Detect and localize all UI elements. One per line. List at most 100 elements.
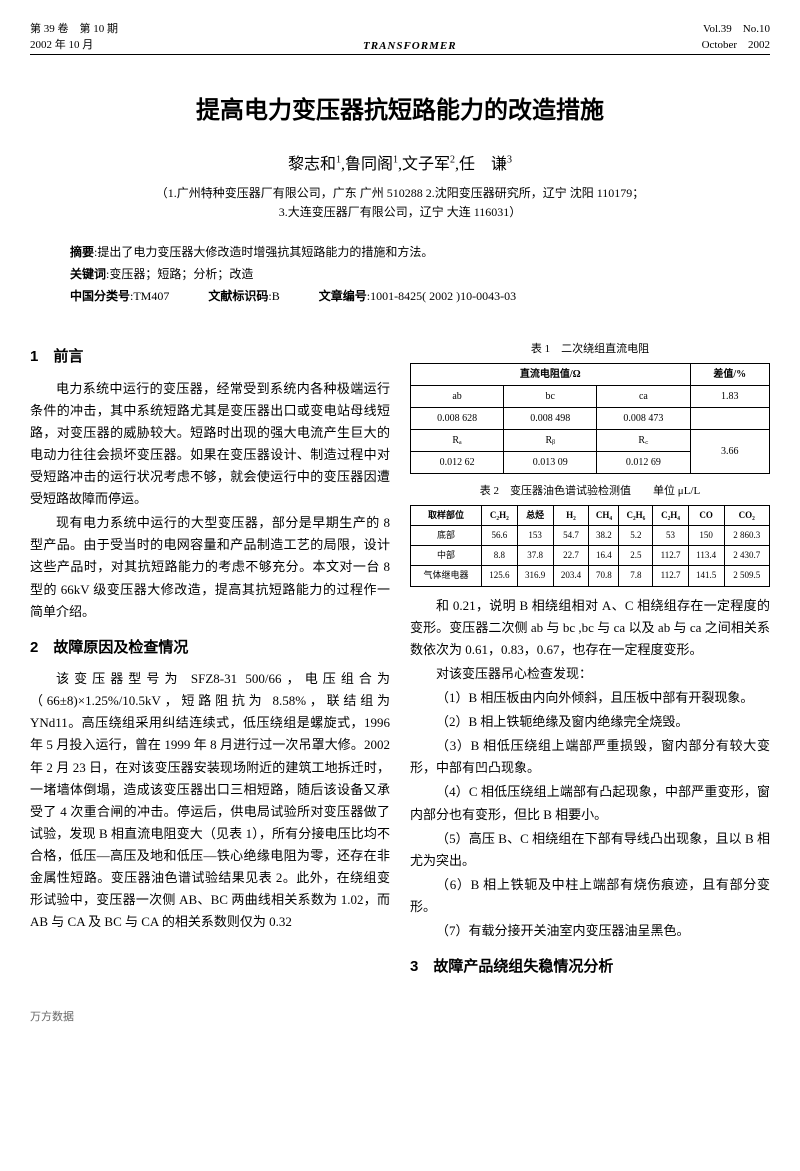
articleid-label: 文章编号 xyxy=(319,289,367,303)
table1-diff1: 1.83 xyxy=(690,385,769,407)
table1-col-bc: bc xyxy=(504,385,597,407)
month-en: October xyxy=(702,39,737,51)
class-text: :TM407 xyxy=(130,289,169,303)
table2-cell: 2 860.3 xyxy=(724,525,769,545)
doccode-text: :B xyxy=(268,289,279,303)
table2-cell: 16.4 xyxy=(589,546,619,566)
table2-header: H₂ xyxy=(553,505,589,525)
table-cell: R꜀ xyxy=(597,429,690,451)
table2-cell: 141.5 xyxy=(688,566,724,586)
table2-cell: 中部 xyxy=(411,546,482,566)
table2-cell: 底部 xyxy=(411,525,482,545)
affiliations: （1.广州特种变压器厂有限公司，广东 广州 510288 2.沈阳变压器研究所，… xyxy=(30,184,770,222)
volume-en: Vol.39 xyxy=(703,23,732,35)
table2-caption-text: 表 2 变压器油色谱试验检测值 xyxy=(480,485,631,497)
table2-cell: 37.8 xyxy=(517,546,553,566)
table2-cell: 112.7 xyxy=(653,546,688,566)
page-title: 提高电力变压器抗短路能力的改造措施 xyxy=(30,90,770,125)
keywords-label: 关键词 xyxy=(70,267,106,281)
table1-diff2: 3.66 xyxy=(690,429,769,473)
table2-cell: 22.7 xyxy=(553,546,589,566)
finding-6: （6）B 相上铁轭及中柱上端部有烧伤痕迹，且有部分变形。 xyxy=(410,874,770,918)
year-en: 2002 xyxy=(748,39,770,51)
finding-7: （7）有载分接开关油室内变压器油呈黑色。 xyxy=(410,920,770,942)
keywords-text: :变压器；短路；分析；改造 xyxy=(106,267,253,281)
issue-en: No.10 xyxy=(743,23,770,35)
table2-header: 总烃 xyxy=(517,505,553,525)
abstract-block: 摘要:提出了电力变压器大修改造时增强抗其短路能力的措施和方法。 关键词:变压器；… xyxy=(70,242,730,307)
table2-cell: 7.8 xyxy=(619,566,653,586)
table2-header: CO₂ xyxy=(724,505,769,525)
table1-col-ca: ca xyxy=(597,385,690,407)
table2-cell: 125.6 xyxy=(481,566,517,586)
header-right: Vol.39 No.10 October 2002 xyxy=(702,20,770,52)
table2-cell: 112.7 xyxy=(653,566,688,586)
table1: 直流电阻值/Ω 差值/% ab bc ca 1.83 0.008 628 0.0… xyxy=(410,363,770,474)
finding-1: （1）B 相压板由内向外倾斜，且压板中部有开裂现象。 xyxy=(410,687,770,709)
table2-cell: 2 509.5 xyxy=(724,566,769,586)
left-column: 1 前言 电力系统中运行的变压器，经常受到系统内各种极端运行条件的冲击，其中系统… xyxy=(30,332,390,987)
abstract-label: 摘要 xyxy=(70,245,94,259)
table-cell: Rₐ xyxy=(411,429,504,451)
authors: 黎志和1,鲁同阁1,文子军2,任 谦3 xyxy=(30,150,770,174)
table-cell: Rᵦ xyxy=(504,429,597,451)
table1-col-ab: ab xyxy=(411,385,504,407)
table2-cell: 2.5 xyxy=(619,546,653,566)
journal-name: TRANSFORMER xyxy=(118,40,702,52)
section1-p1: 电力系统中运行的变压器，经常受到系统内各种极端运行条件的冲击，其中系统短路尤其是… xyxy=(30,378,390,511)
table2-cell: 5.2 xyxy=(619,525,653,545)
table2-header: C₂H₆ xyxy=(619,505,653,525)
table2-cell: 316.9 xyxy=(517,566,553,586)
table2-cell: 气体继电器 xyxy=(411,566,482,586)
table2-cell: 70.8 xyxy=(589,566,619,586)
right-p2: 对该变压器吊心检查发现： xyxy=(410,663,770,685)
table2-cell: 53 xyxy=(653,525,688,545)
finding-4: （4）C 相低压绕组上端部有凸起现象，中部严重变形，窗内部分也有变形，但比 B … xyxy=(410,781,770,825)
table2-cell: 2 430.7 xyxy=(724,546,769,566)
table2-cell: 8.8 xyxy=(481,546,517,566)
date-cn: 2002 年 10 月 xyxy=(30,36,118,52)
doccode-label: 文献标识码 xyxy=(208,289,268,303)
table2-header: C₂H₂ xyxy=(481,505,517,525)
table-cell: 0.008 628 xyxy=(411,407,504,429)
section3-heading: 3 故障产品绕组失稳情况分析 xyxy=(410,954,770,980)
table1-caption: 表 1 二次绕组直流电阻 xyxy=(410,340,770,359)
footer-text: 万方数据 xyxy=(30,1008,770,1024)
table2-cell: 113.4 xyxy=(688,546,724,566)
table1-header1: 直流电阻值/Ω xyxy=(411,363,691,385)
table2-unit: 单位 μL/L xyxy=(653,485,700,497)
class-label: 中国分类号 xyxy=(70,289,130,303)
table2-cell: 150 xyxy=(688,525,724,545)
page-header: 第 39 卷 第 10 期 2002 年 10 月 TRANSFORMER Vo… xyxy=(30,20,770,55)
table-cell: 0.008 473 xyxy=(597,407,690,429)
table1-header2: 差值/% xyxy=(690,363,769,385)
section2-heading: 2 故障原因及检查情况 xyxy=(30,635,390,661)
table-cell: 0.012 62 xyxy=(411,451,504,473)
table2-header: 取样部位 xyxy=(411,505,482,525)
table2: 取样部位C₂H₂总烃H₂CH₄C₂H₆C₂H₄COCO₂ 底部56.615354… xyxy=(410,505,770,587)
table2-header: C₂H₄ xyxy=(653,505,688,525)
table2-cell: 56.6 xyxy=(481,525,517,545)
table2-header: CH₄ xyxy=(589,505,619,525)
table2-cell: 153 xyxy=(517,525,553,545)
right-column: 表 1 二次绕组直流电阻 直流电阻值/Ω 差值/% ab bc ca 1.83 … xyxy=(410,332,770,987)
issue-cn: 第 10 期 xyxy=(80,23,119,35)
table2-cell: 38.2 xyxy=(589,525,619,545)
header-left: 第 39 卷 第 10 期 2002 年 10 月 xyxy=(30,20,118,52)
right-p1: 和 0.21，说明 B 相绕组相对 A、C 相绕组存在一定程度的变形。变压器二次… xyxy=(410,595,770,661)
table2-caption: 表 2 变压器油色谱试验检测值 单位 μL/L xyxy=(410,482,770,501)
table-cell: 0.012 69 xyxy=(597,451,690,473)
articleid-text: :1001-8425( 2002 )10-0043-03 xyxy=(367,289,516,303)
table-cell: 0.013 09 xyxy=(504,451,597,473)
abstract-text: :提出了电力变压器大修改造时增强抗其短路能力的措施和方法。 xyxy=(94,245,433,259)
finding-5: （5）高压 B、C 相绕组在下部有导线凸出现象，且以 B 相尤为突出。 xyxy=(410,828,770,872)
content-columns: 1 前言 电力系统中运行的变压器，经常受到系统内各种极端运行条件的冲击，其中系统… xyxy=(30,332,770,987)
table2-cell: 54.7 xyxy=(553,525,589,545)
section2-p1: 该变压器型号为 SFZ8-31 500/66，电压组合为（66±8)×1.25%… xyxy=(30,668,390,933)
table2-cell: 203.4 xyxy=(553,566,589,586)
finding-3: （3）B 相低压绕组上端部严重损毁，窗内部分有较大变形，中部有凹凸现象。 xyxy=(410,735,770,779)
section1-heading: 1 前言 xyxy=(30,344,390,370)
table-cell: 0.008 498 xyxy=(504,407,597,429)
table2-header: CO xyxy=(688,505,724,525)
finding-2: （2）B 相上铁轭绝缘及窗内绝缘完全烧毁。 xyxy=(410,711,770,733)
